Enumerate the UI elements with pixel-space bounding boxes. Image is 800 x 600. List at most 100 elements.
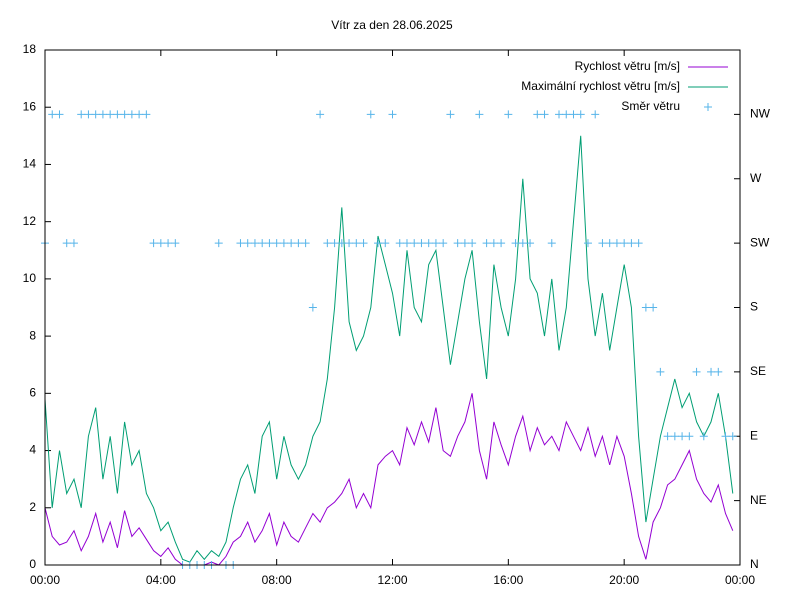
y2-tick-label: E [750, 428, 758, 442]
direction-point [446, 110, 455, 119]
direction-point [620, 239, 629, 248]
direction-point [366, 110, 375, 119]
direction-point [265, 239, 274, 248]
direction-point [547, 239, 556, 248]
direction-point [685, 432, 694, 441]
direction-point [48, 110, 57, 119]
direction-point [714, 367, 723, 376]
direction-point [272, 239, 281, 248]
legend-label: Rychlost větru [m/s] [575, 59, 680, 73]
direction-point [294, 239, 303, 248]
direction-point [591, 110, 600, 119]
direction-point [279, 239, 288, 248]
direction-point [634, 239, 643, 248]
x-tick-label: 20:00 [609, 573, 639, 587]
y2-tick-label: NW [750, 107, 771, 121]
y2-tick-label: S [750, 300, 758, 314]
direction-point [142, 110, 151, 119]
direction-point [692, 367, 701, 376]
y-tick-label: 4 [29, 443, 36, 457]
direction-point [598, 239, 607, 248]
series-line [44, 393, 734, 566]
y2-tick-label: N [750, 557, 759, 571]
direction-point [707, 367, 716, 376]
direction-point [374, 239, 383, 248]
direction-point [120, 110, 129, 119]
y2-tick-label: NE [750, 493, 767, 507]
y-tick-label: 0 [29, 557, 36, 571]
direction-point [171, 239, 180, 248]
legend-label: Směr větru [621, 99, 680, 113]
y2-tick-label: SE [750, 364, 766, 378]
direction-point [243, 239, 252, 248]
direction-point [395, 239, 404, 248]
y-tick-label: 16 [23, 99, 37, 113]
direction-point [164, 239, 173, 248]
direction-point [670, 432, 679, 441]
direction-point [62, 239, 71, 248]
direction-point [649, 303, 658, 312]
direction-point [127, 110, 136, 119]
direction-point [402, 239, 411, 248]
direction-point [612, 239, 621, 248]
direction-point [475, 110, 484, 119]
x-tick-label: 04:00 [146, 573, 176, 587]
x-tick-label: 08:00 [262, 573, 292, 587]
direction-point [410, 239, 419, 248]
direction-point [316, 110, 325, 119]
direction-point [323, 239, 332, 248]
direction-point [345, 239, 354, 248]
x-tick-label: 16:00 [493, 573, 523, 587]
direction-point [417, 239, 426, 248]
direction-point [431, 239, 440, 248]
y-tick-label: 18 [23, 42, 37, 56]
y2-tick-label: W [750, 171, 762, 185]
chart-title: Vítr za den 28.06.2025 [331, 18, 453, 32]
direction-point [149, 239, 158, 248]
direction-point [330, 239, 339, 248]
direction-point [156, 239, 165, 248]
direction-point [721, 432, 730, 441]
direction-point [460, 239, 469, 248]
direction-point [388, 110, 397, 119]
x-tick-label: 12:00 [377, 573, 407, 587]
direction-point [663, 432, 672, 441]
direction-point [55, 110, 64, 119]
direction-point [627, 239, 636, 248]
direction-point [214, 239, 223, 248]
direction-point [98, 110, 107, 119]
direction-point [106, 110, 115, 119]
direction-point [337, 239, 346, 248]
direction-point [526, 239, 535, 248]
direction-point [381, 239, 390, 248]
direction-point [699, 432, 708, 441]
direction-point [453, 239, 462, 248]
direction-point [69, 239, 78, 248]
direction-point [641, 303, 650, 312]
direction-point [605, 239, 614, 248]
direction-point [308, 303, 317, 312]
direction-point [135, 110, 144, 119]
direction-point [287, 239, 296, 248]
direction-point [656, 367, 665, 376]
direction-point [533, 110, 542, 119]
direction-point [540, 110, 549, 119]
series-line [44, 135, 734, 563]
direction-point [504, 110, 513, 119]
y-tick-label: 14 [23, 157, 37, 171]
legend-label: Maximální rychlost větru [m/s] [521, 79, 680, 93]
direction-point [301, 239, 310, 248]
direction-point [511, 239, 520, 248]
x-tick-label: 00:00 [30, 573, 60, 587]
direction-point [678, 432, 687, 441]
direction-point [439, 239, 448, 248]
y-tick-label: 12 [23, 214, 37, 228]
direction-point [352, 239, 361, 248]
direction-point [518, 239, 527, 248]
direction-point [424, 239, 433, 248]
y-tick-label: 2 [29, 500, 36, 514]
y-tick-label: 8 [29, 328, 36, 342]
direction-point [728, 432, 737, 441]
direction-point [359, 239, 368, 248]
direction-point [497, 239, 506, 248]
